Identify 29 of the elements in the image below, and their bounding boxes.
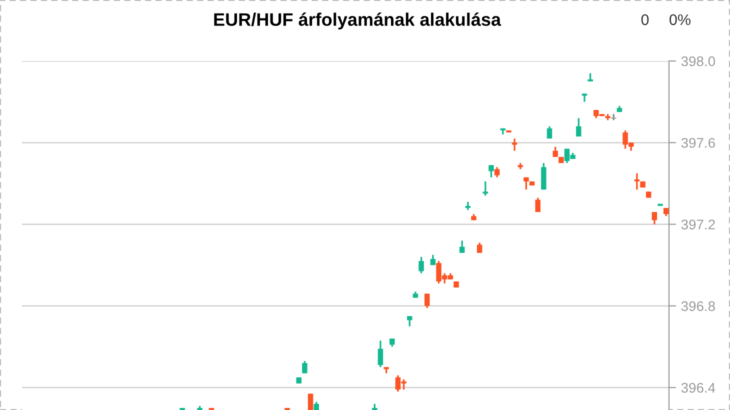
candlestick [418,256,424,274]
candlestick [552,146,558,158]
y-tick-label: 396.4 [681,382,716,393]
candlestick [512,138,518,152]
candlestick [582,92,588,103]
candlestick [546,125,552,140]
candlestick [302,360,308,374]
candlestick [482,180,488,197]
candlestick [541,162,546,190]
candlestick [406,315,412,328]
candlestick [524,176,529,190]
y-tick-label: 397.2 [681,220,715,230]
y-tick-label: 396.8 [681,301,715,312]
candlestick [476,242,482,254]
candlestick [634,172,640,190]
candlestick [459,240,465,254]
candlestick [494,166,500,178]
text: 0% [670,14,690,26]
text: 0 [641,14,649,26]
candlestick [488,164,494,178]
chart-title: EUR/HUF árfolyamának alakulása [214,12,502,30]
candlestick [652,211,658,226]
y-tick-label: 398.0 [681,56,716,66]
candlestick [424,292,430,309]
candlestick [378,340,384,368]
candlestick [535,196,540,213]
candlestick [308,392,314,410]
candlestick [576,117,582,138]
y-tick-label: 397.6 [681,138,715,148]
